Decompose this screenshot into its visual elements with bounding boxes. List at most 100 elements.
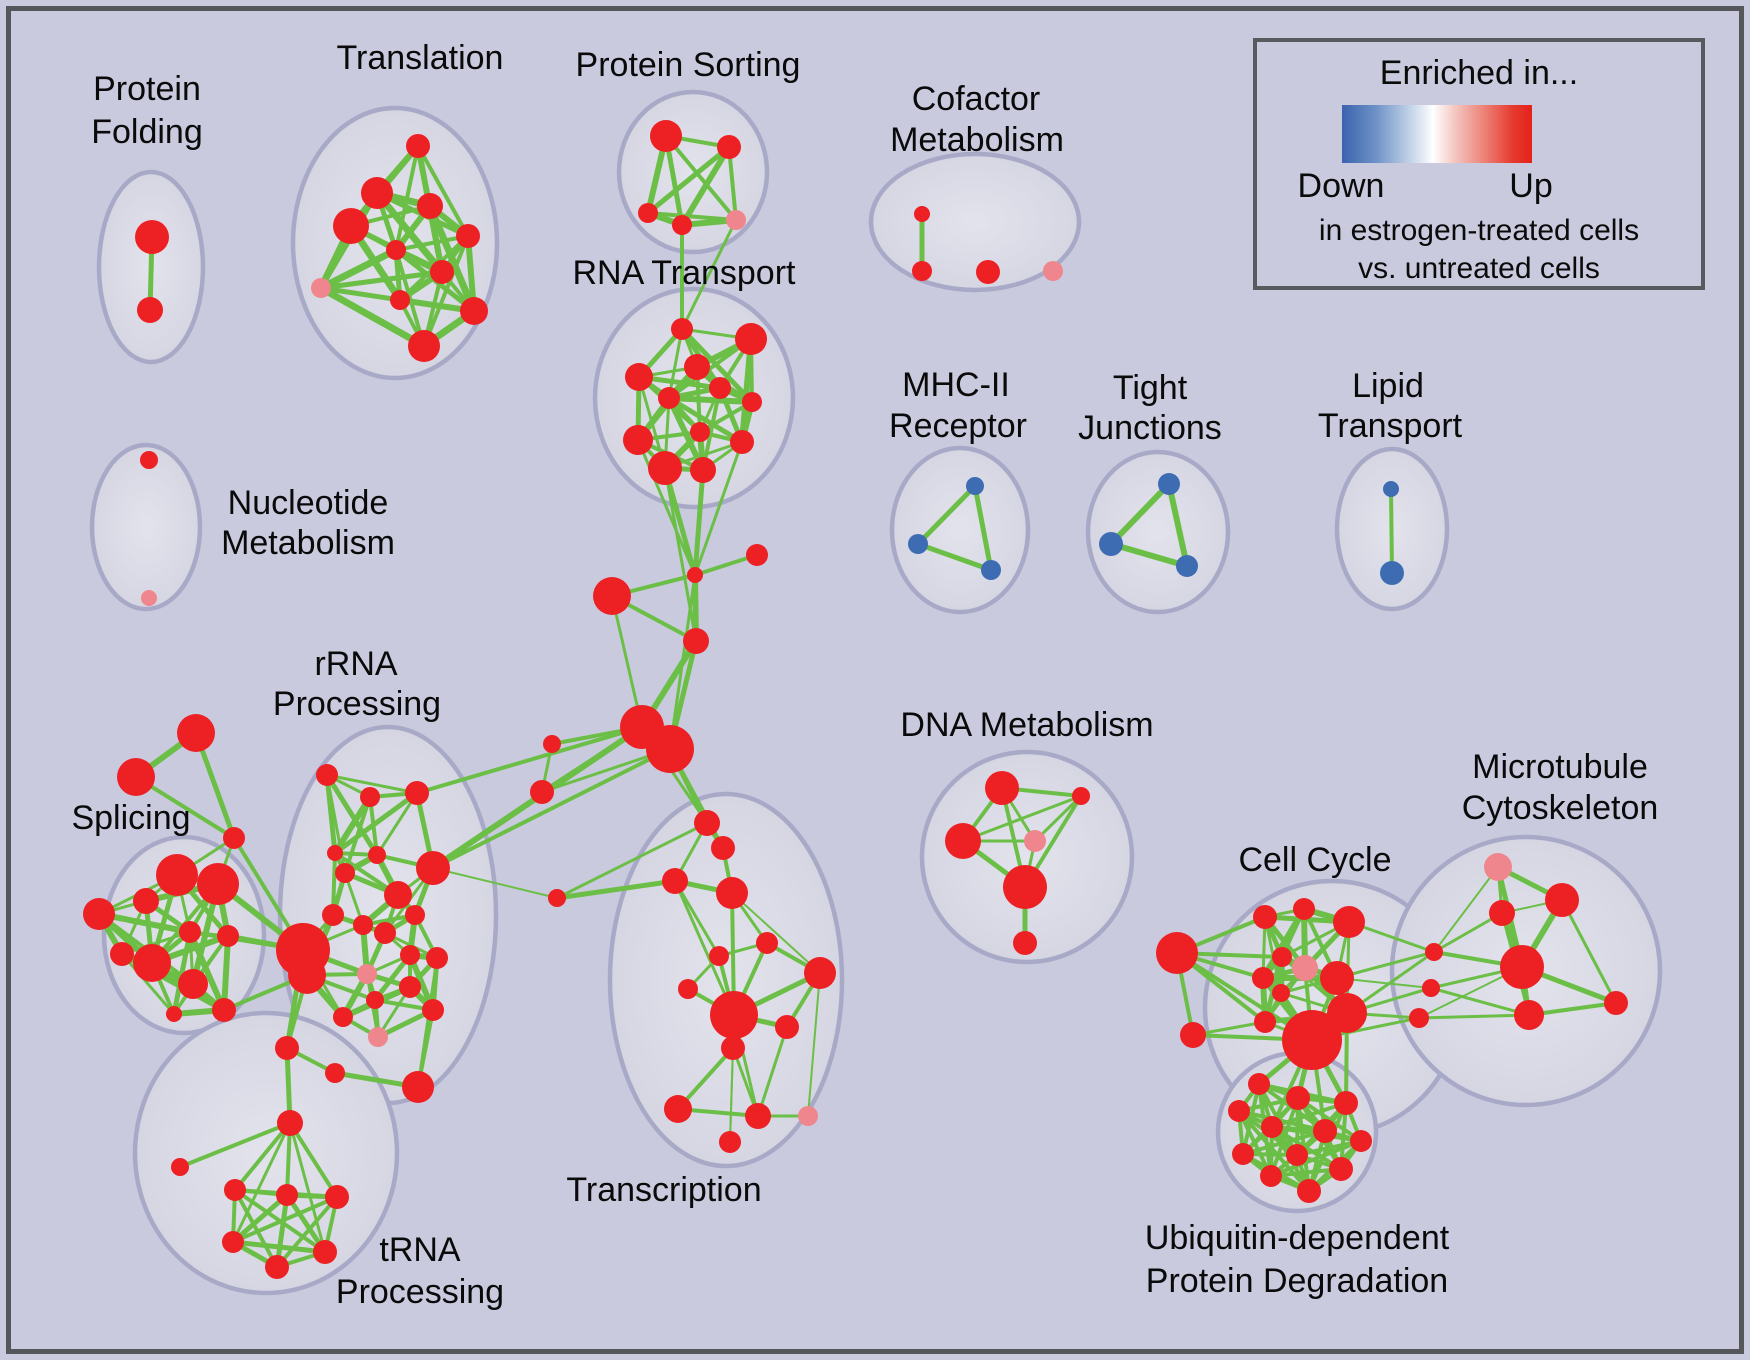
node-tn5 [276,1184,298,1206]
node-rr21 [422,999,444,1021]
node-rr11 [405,905,425,925]
node-rr20 [368,1027,388,1047]
edge-t7-t6 [318,269,445,291]
cluster-tight-junctions-label-line1: Tight [1113,369,1188,407]
edge-cn1-m4 [1429,986,1531,1017]
edge-tn5-tn9 [274,1192,290,1270]
node-tc2 [662,868,688,894]
node-r9 [623,425,653,455]
node-tc3 [716,877,748,909]
node-t0 [406,134,430,158]
node-m0 [1484,853,1512,881]
legend-caption-line2: vs. untreated cells [1358,252,1600,285]
node-cn0 [1425,943,1443,961]
cluster-nucleotide-metabolism-ellipse [89,442,203,612]
node-tc1 [711,836,735,860]
edge-sp10-sp4 [171,929,193,1017]
node-ta0 [548,889,566,907]
edge-tc3-tc9 [731,892,821,974]
node-rr9 [353,915,373,935]
edge-m1-m5 [1560,898,1618,1005]
node-sp0 [156,854,198,896]
node-sp1 [197,863,239,905]
legend-gradient-bar [1342,105,1532,163]
edge-tri1-tri2 [134,775,236,840]
node-cf3 [1043,261,1063,281]
cluster-translation-label-line1: Translation [337,39,504,77]
edge-rr0-rr3 [324,772,380,858]
node-tc10 [775,1015,799,1039]
node-cc1 [1180,1022,1206,1048]
node-r8 [730,430,754,454]
node-cc4 [1333,906,1365,938]
node-sp10 [166,1006,182,1022]
node-lt1 [1380,561,1404,585]
node-cc11 [1282,1010,1342,1070]
edge-mh0-mh1 [915,483,978,547]
edge-r5-r6 [666,395,755,405]
cluster-lipid-transport-label-line1: Lipid [1352,367,1424,405]
cluster-nucleotide-metabolism-label-line1: Nucleotide [228,484,389,522]
legend-up-label: Up [1509,167,1553,205]
edge-p1-p3 [679,144,732,228]
cluster-mhc-ii-receptor-label-line2: Receptor [889,407,1027,445]
node-tj0 [1158,473,1180,495]
node-lt0 [1383,481,1399,497]
edge-r8-c0 [693,440,744,577]
node-u9 [1329,1157,1353,1181]
node-rr3 [368,846,386,864]
node-sp3 [83,898,115,930]
legend-down-label: Down [1297,167,1385,205]
node-cc9 [1320,961,1354,995]
node-sp4 [179,921,201,943]
node-tj2 [1176,555,1198,577]
node-tc15 [719,1131,741,1153]
cluster-nucleotide-metabolism-label-line2: Metabolism [221,524,395,562]
node-m1 [1545,883,1579,917]
node-t3 [333,208,369,244]
node-p1 [717,135,741,159]
node-rr23 [325,1063,345,1083]
node-c2 [593,577,631,615]
node-u2 [1334,1091,1358,1115]
edge-rr16-rr24 [416,956,439,1089]
node-nm1 [141,590,157,606]
cluster-rrna-processing-label-line1: rRNA [314,645,397,683]
node-cc8 [1272,984,1290,1002]
cluster-ubiquitin-dependent-protein-degradation-label-line2: Protein Degradation [1146,1262,1448,1300]
edge-t0-t4 [416,144,470,238]
node-r5 [742,392,762,412]
node-tn2 [277,1110,303,1136]
node-cn1 [1422,979,1440,997]
node-r4 [709,377,731,399]
edge-tc9-tc14 [807,972,821,1117]
edge-rr4-h1 [431,747,672,870]
edge-rr1-rr5 [332,794,373,856]
node-cc10 [1254,1011,1276,1033]
edge-sp9-sp4 [187,929,227,1013]
node-r11 [690,457,716,483]
edge-tc10-tc13 [756,1025,789,1118]
edge-d2-d1 [961,794,1083,843]
node-t4 [456,224,480,248]
legend-box: Enriched in... Down Up in estrogen-treat… [1253,38,1705,290]
node-t10 [408,330,440,362]
node-mh2 [981,560,1001,580]
edge-sp6-sp10 [120,952,176,1016]
node-tc11 [721,1036,745,1060]
node-tc14 [798,1106,818,1126]
edge-ta0-tc2 [554,878,678,901]
edge-p0-p4 [664,134,738,222]
node-d4 [1003,865,1047,909]
node-cf2 [976,260,1000,284]
node-sp7 [133,944,171,982]
node-cf0 [914,206,930,222]
edge-tj0-tj1 [1108,481,1172,547]
edge-rr2-rr3 [375,791,419,857]
cluster-lipid-transport-label-line2: Transport [1318,407,1463,445]
edge-u11-u1 [1296,1096,1311,1193]
node-d2 [945,823,981,859]
node-cf1 [912,261,932,281]
